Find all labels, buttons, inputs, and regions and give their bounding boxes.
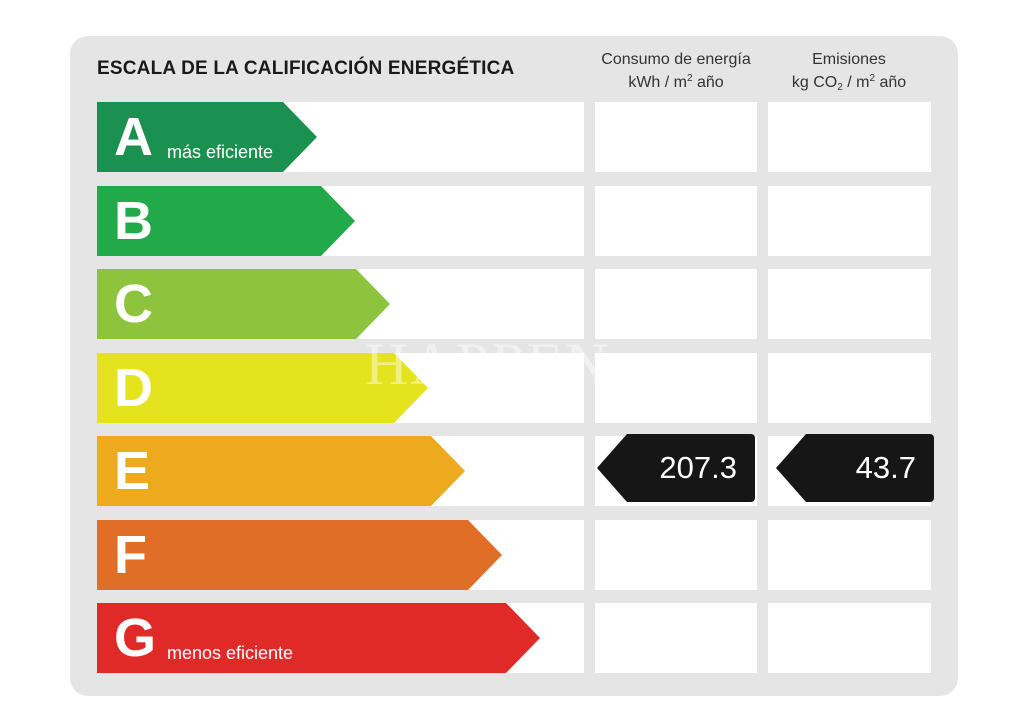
rating-letter-c: C (114, 274, 153, 334)
emisiones-column-header: Emisiones kg CO2 / m2 año (768, 48, 930, 94)
consumo-cell-f (595, 520, 757, 590)
rating-letter-d: D (114, 358, 153, 418)
rating-letter-g: G (114, 608, 157, 668)
consumo-column-header: Consumo de energía kWh / m2 año (596, 48, 756, 94)
consumo-cell-a (595, 102, 757, 172)
consumo-header-line1: Consumo de energía (601, 51, 751, 68)
rating-arrow-d: D (97, 353, 428, 423)
consumo-cell-c (595, 269, 757, 339)
consumo-value-tag-number: 207.3 (659, 450, 737, 485)
consumo-cell-d (595, 353, 757, 423)
emisiones-value-tag: 43.7 (776, 434, 934, 502)
rating-arrow-f: F (97, 520, 502, 590)
consumo-cell-g (595, 603, 757, 673)
label-title: ESCALA DE LA CALIFICACIÓN ENERGÉTICA (97, 58, 515, 79)
emisiones-header-line1: Emisiones (812, 51, 886, 68)
emisiones-header-unit: kg CO2 / m2 año (791, 73, 907, 93)
rating-label-g: menos eficiente (167, 643, 294, 663)
consumo-cell-b (595, 186, 757, 256)
emisiones-cell-c (768, 269, 931, 339)
consumo-header-unit: kWh / m2 año (628, 73, 724, 92)
emisiones-cell-d (768, 353, 931, 423)
rating-letter-b: B (114, 191, 153, 251)
consumo-value-tag: 207.3 (597, 434, 755, 502)
emisiones-cell-a (768, 102, 931, 172)
emisiones-value-tag-number: 43.7 (855, 450, 916, 485)
rating-letter-e: E (114, 441, 151, 501)
rating-arrow-e: E (97, 436, 465, 506)
emisiones-cell-f (768, 520, 931, 590)
rating-label-a: más eficiente (167, 142, 274, 162)
rating-letter-f: F (114, 525, 147, 585)
emisiones-cell-b (768, 186, 931, 256)
rating-arrow-b: B (97, 186, 355, 256)
rating-letter-a: A (114, 107, 153, 167)
rating-arrow-c: C (97, 269, 390, 339)
emisiones-cell-g (768, 603, 931, 673)
